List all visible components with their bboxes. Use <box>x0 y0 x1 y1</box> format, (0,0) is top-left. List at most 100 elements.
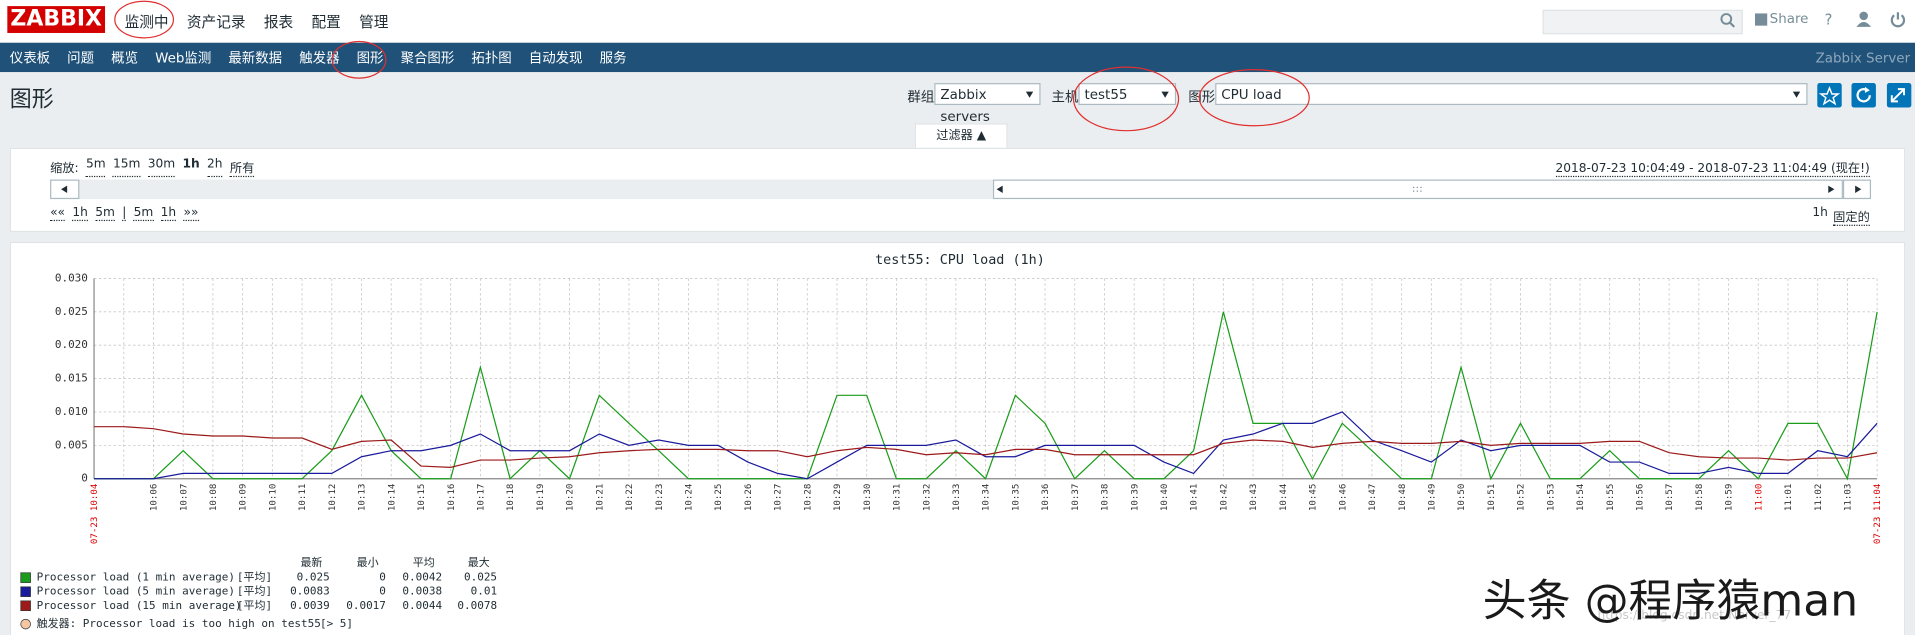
search-icon[interactable] <box>1720 12 1737 29</box>
x-tick-label: 07-23 10:04 <box>90 483 100 544</box>
legend-function: [平均] <box>237 571 272 584</box>
x-tick-label: 10:58 <box>1695 484 1705 512</box>
time-nav-item[interactable]: | <box>122 206 127 222</box>
x-tick-label: 10:40 <box>1160 484 1170 512</box>
x-tick-label: 10:38 <box>1101 484 1111 512</box>
x-tick-label: 10:17 <box>476 484 486 512</box>
x-tick-label: 10:55 <box>1606 484 1616 512</box>
x-tick-label: 10:22 <box>625 484 635 512</box>
x-tick-label: 10:53 <box>1546 484 1556 512</box>
help-link[interactable]: ? <box>1824 10 1833 29</box>
time-nav-item[interactable]: 1h <box>160 206 177 222</box>
y-tick-label: 0 <box>81 472 88 485</box>
x-tick-label: 10:16 <box>447 484 457 512</box>
series-line <box>94 426 1878 469</box>
time-nav-item[interactable]: «« <box>50 206 66 222</box>
y-tick-label: 0.015 <box>55 372 88 385</box>
graph-select[interactable]: CPU load <box>1215 83 1808 106</box>
legend-function: [平均] <box>237 585 272 598</box>
x-tick-label: 10:27 <box>774 484 784 512</box>
graph-label: 图形 <box>1188 89 1216 106</box>
zoom-label: 缩放: <box>50 162 79 176</box>
menu-item[interactable]: 报表 <box>263 13 294 31</box>
x-tick-label: 07-23 11:04 <box>1873 483 1883 544</box>
watermark-url: https://blog.csdn.net/Nerver_77 <box>1597 609 1792 623</box>
time-nav-item[interactable]: 5m <box>133 206 154 222</box>
x-tick-label: 10:09 <box>239 484 249 512</box>
scroll-thumb[interactable] <box>992 179 1843 200</box>
nav-item[interactable]: 触发器 <box>299 50 340 66</box>
x-tick-label: 10:11 <box>298 484 308 512</box>
zoom-option[interactable]: 15m <box>112 158 141 178</box>
legend-swatch <box>20 600 31 612</box>
logout-icon[interactable] <box>1889 11 1906 28</box>
filter-tab[interactable]: 过滤器 ▲ <box>914 123 1008 149</box>
nav-item[interactable]: 仪表板 <box>9 50 51 66</box>
x-tick-label: 10:37 <box>1071 484 1081 512</box>
y-tick-label: 0.005 <box>55 438 88 451</box>
y-tick-label: 0.010 <box>55 405 88 418</box>
x-tick-label: 10:23 <box>655 484 665 512</box>
profile-icon[interactable] <box>1855 11 1872 28</box>
x-tick-label: 10:51 <box>1487 484 1497 512</box>
main-menu: 监测中 资产记录 报表 配置 管理 <box>125 11 389 32</box>
trigger-icon <box>20 618 31 630</box>
legend-header: 平均 <box>413 556 435 569</box>
nav-item[interactable]: 最新数据 <box>228 50 283 66</box>
time-nav-item[interactable]: 5m <box>95 206 115 222</box>
x-tick-label: 10:14 <box>387 483 397 511</box>
host-label: 主机 <box>1051 89 1079 106</box>
logo[interactable]: ZABBIX <box>7 6 106 33</box>
x-tick-label: 10:45 <box>1309 484 1319 512</box>
host-select[interactable]: test55 <box>1078 83 1177 106</box>
server-name: Zabbix Server <box>1815 50 1911 66</box>
nav-item[interactable]: 拓扑图 <box>471 50 512 66</box>
nav-item[interactable]: 服务 <box>599 50 627 66</box>
x-tick-label: 10:31 <box>893 484 903 512</box>
period: 1h <box>1812 206 1828 220</box>
menu-item[interactable]: 配置 <box>311 13 341 31</box>
x-tick-label: 10:44 <box>1279 483 1289 511</box>
zoom-option[interactable]: 30m <box>147 158 176 178</box>
nav-item[interactable]: 聚合图形 <box>400 50 455 66</box>
menu-item[interactable]: 资产记录 <box>186 13 246 31</box>
zoom-option[interactable]: 所有 <box>229 158 255 178</box>
x-tick-label: 10:13 <box>358 484 368 512</box>
x-tick-label: 11:00 <box>1754 484 1764 512</box>
x-tick-label: 10:39 <box>1130 484 1140 512</box>
nav-item[interactable]: 自动发现 <box>528 50 583 66</box>
zoom-option[interactable]: 5m <box>85 158 106 178</box>
legend-stat: 0.0017 <box>346 599 386 612</box>
group-label: 群组 <box>907 89 935 106</box>
zoom-option[interactable]: 1h <box>182 157 200 171</box>
nav-item[interactable]: Web监测 <box>155 50 212 66</box>
legend-function: [平均] <box>237 599 272 612</box>
x-tick-label: 10:56 <box>1636 484 1646 512</box>
nav-item[interactable]: 问题 <box>67 50 95 66</box>
search-box[interactable] <box>1542 9 1743 35</box>
menu-item[interactable]: 监测中 <box>124 13 169 31</box>
share-link[interactable]: Share <box>1769 10 1809 27</box>
x-tick-label: 10:18 <box>506 484 516 512</box>
series-line <box>94 411 1878 480</box>
x-tick-label: 10:20 <box>566 484 576 512</box>
x-tick-label: 10:36 <box>1041 484 1051 512</box>
time-nav-item[interactable]: »» <box>183 206 199 222</box>
time-nav-item[interactable]: 1h <box>72 206 88 222</box>
refresh-button[interactable] <box>1851 83 1876 108</box>
time-range[interactable]: 2018-07-23 10:04:49 - 2018-07-23 11:04:4… <box>1555 158 1870 178</box>
nav-item[interactable]: 概览 <box>111 50 139 66</box>
scroll-arrows <box>61 185 1862 193</box>
x-tick-label: 10:50 <box>1457 484 1467 512</box>
zoom-option[interactable]: 2h <box>207 158 223 178</box>
x-tick-label: 10:46 <box>1338 484 1348 512</box>
x-tick-label: 10:52 <box>1517 484 1527 512</box>
menu-item[interactable]: 管理 <box>359 13 389 31</box>
legend-name: Processor load (5 min average) <box>37 585 235 598</box>
nav-item[interactable]: 图形 <box>356 50 384 66</box>
group-select[interactable]: Zabbix servers <box>934 83 1041 125</box>
x-tick-label: 10:54 <box>1576 483 1586 511</box>
fixed-toggle[interactable]: 固定的 <box>1833 206 1870 226</box>
x-tick-label: 10:15 <box>417 484 427 512</box>
